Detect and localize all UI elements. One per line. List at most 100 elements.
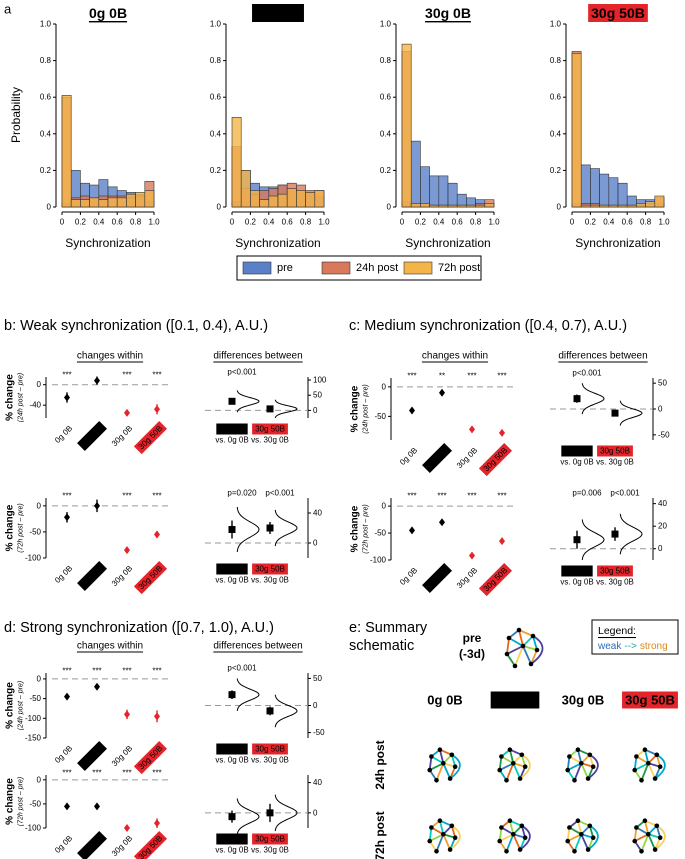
x-tick-label: 0.8: [640, 218, 652, 227]
x-tick-label: 1.0: [148, 218, 160, 227]
point: [409, 406, 415, 415]
network-node: [441, 832, 446, 837]
network-edge: [580, 762, 589, 779]
comparison-label: vs. 30g 0B: [251, 756, 289, 765]
network-node: [572, 778, 577, 783]
histogram-bar: [135, 192, 146, 208]
network-edge: [580, 833, 589, 850]
category-label-group: 0g 0B: [398, 566, 419, 587]
x-tick-label: 0.4: [433, 218, 445, 227]
network-arc: [587, 754, 599, 780]
comparison-label: vs. 0g 0B: [215, 576, 248, 585]
y-tick-label: 0: [658, 405, 663, 414]
p-value: p=0.006: [572, 489, 602, 498]
network-node: [575, 747, 581, 752]
network-node: [519, 752, 525, 758]
significance: ***: [122, 769, 131, 778]
y-axis-label: % change: [350, 505, 361, 552]
histogram-bar: [580, 204, 591, 208]
network-node: [452, 835, 458, 840]
network-arc: [654, 754, 666, 780]
point: [439, 518, 445, 527]
network-edge: [573, 762, 583, 781]
network-node: [427, 838, 433, 844]
network-edge: [522, 635, 534, 647]
y-tick-label: 0.2: [40, 166, 52, 175]
category-label-group: 30g 0B: [110, 424, 134, 448]
network-edge: [573, 833, 583, 852]
histogram-bar: [645, 201, 656, 208]
group-label: 30g 50B: [625, 693, 675, 708]
network-edge: [512, 762, 521, 779]
point: [94, 501, 100, 510]
point: [469, 425, 475, 434]
y-tick-label: 0: [47, 203, 52, 212]
label-box: [133, 740, 168, 775]
y-tick-label: 0.8: [380, 56, 392, 65]
category-label: 0g 50B: [80, 424, 104, 448]
histogram-bar: [590, 204, 600, 208]
comparison-label: vs. 30g 0B: [251, 846, 289, 855]
comparison-label: vs. 30g 0B: [596, 458, 634, 467]
category-label-group: 0g 50B: [77, 740, 108, 771]
panel-title: e: Summary: [349, 620, 428, 636]
network-edge: [518, 629, 524, 647]
histogram-bar: [410, 203, 421, 208]
label-box: [478, 562, 513, 597]
category-label-group: 30g 0B: [455, 566, 479, 590]
network-edge: [435, 833, 445, 852]
network-edge: [567, 833, 582, 842]
network-node: [520, 643, 526, 649]
network-node: [517, 847, 523, 852]
network-node: [567, 754, 572, 759]
network-edge: [518, 629, 534, 637]
histogram-bar: [438, 175, 449, 208]
histogram-bar: [286, 188, 297, 208]
category-label: 30g 50B: [600, 447, 630, 456]
histogram-bar: [277, 193, 288, 208]
label-box: [216, 563, 248, 575]
y-tick-label: 1.0: [210, 20, 222, 29]
density-curve: [236, 506, 260, 553]
y-tick-label: -100: [25, 824, 42, 833]
category-label-group: 0g 50B: [422, 442, 453, 473]
category-label: 0g 50B: [564, 567, 589, 576]
network-edge: [514, 645, 524, 667]
histogram-bar: [466, 204, 476, 208]
panel-title: b: Weak synchronization ([0.1, 0.4), A.U…: [4, 318, 268, 334]
network-node: [516, 627, 522, 633]
x-tick-label: 0: [400, 218, 405, 227]
p-value: p<0.001: [265, 489, 295, 498]
y-tick-label: 0.8: [210, 56, 222, 65]
column-header: differences between: [558, 351, 647, 362]
histogram-bar: [89, 197, 100, 208]
category-label: 0g 50B: [219, 835, 244, 844]
network-edge: [505, 833, 515, 852]
network-node: [452, 764, 458, 769]
y-tick-label: 0: [37, 501, 42, 510]
y-tick-label: 50: [313, 391, 322, 400]
histogram-bar: [250, 190, 260, 208]
y-tick-label: 1.0: [550, 20, 562, 29]
point: [64, 802, 70, 811]
y-tick-label: 0.6: [40, 93, 52, 102]
network-arc: [449, 754, 461, 780]
y-axis-label: % change: [5, 682, 16, 729]
network-edge: [634, 762, 649, 771]
network-edge: [577, 749, 583, 764]
label-box: [133, 830, 168, 859]
significance: ***: [152, 667, 161, 676]
network-node: [534, 647, 540, 653]
category-label: 30g 0B: [455, 566, 479, 590]
y-axis-label: % change: [350, 385, 361, 432]
histogram-bar: [420, 166, 430, 208]
network-node: [639, 778, 644, 783]
network-edge: [506, 645, 524, 655]
y-tick-label: 0.6: [210, 93, 222, 102]
category-label: 0g 50B: [219, 425, 244, 434]
network-node: [429, 754, 434, 759]
network-node: [427, 767, 433, 773]
x-tick-label: 0.8: [300, 218, 312, 227]
network-node: [512, 663, 518, 669]
y-tick-label: -50: [374, 412, 386, 421]
